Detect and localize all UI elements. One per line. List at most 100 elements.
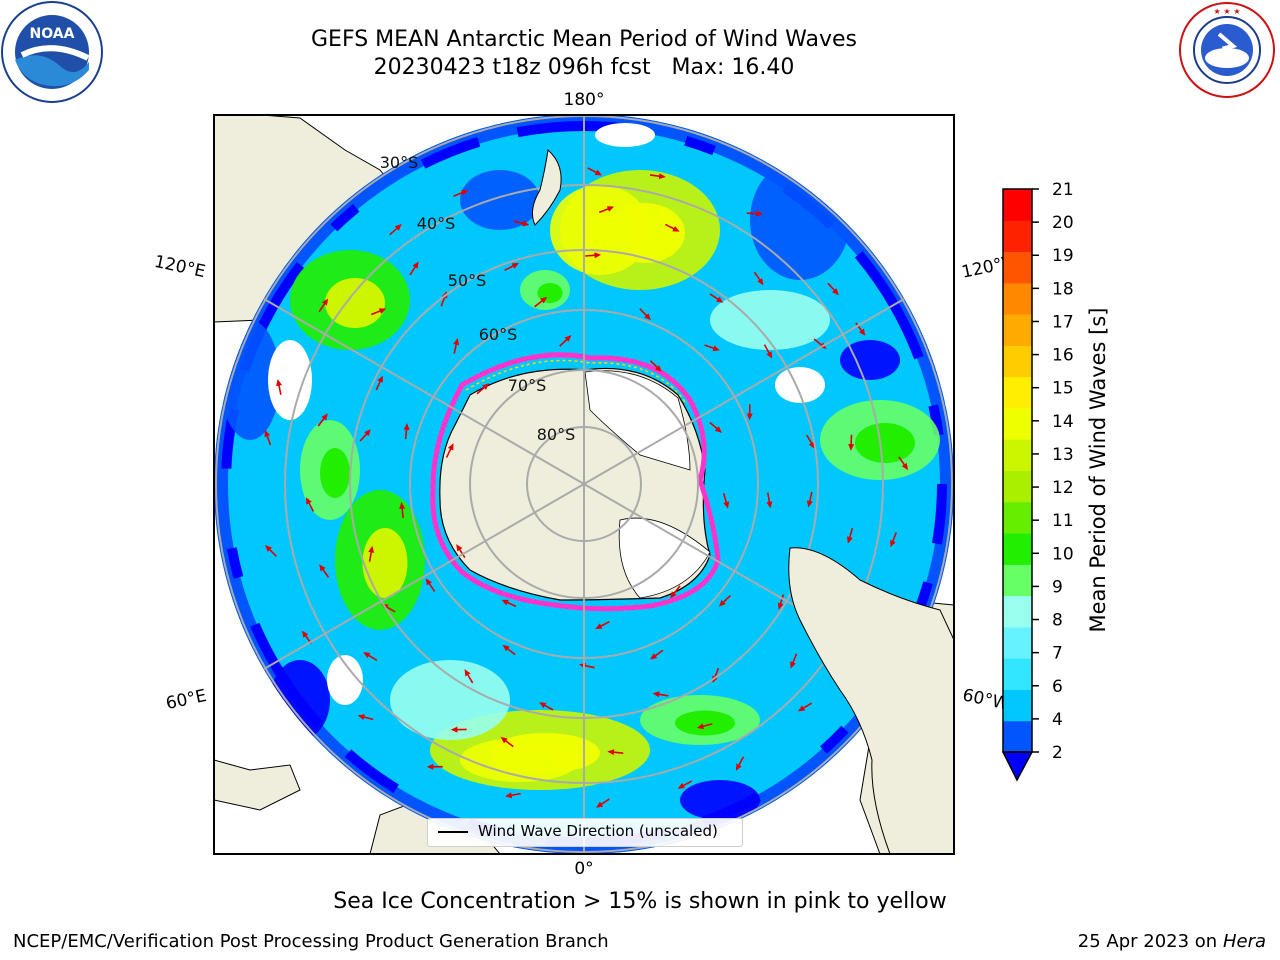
wave-arrow-head	[766, 351, 773, 359]
colorbar-tick-label: 6	[1052, 677, 1063, 697]
colorbar-block	[1003, 595, 1032, 628]
footer-credit: NCEP/EMC/Verification Post Processing Pr…	[13, 931, 609, 952]
colorbar-block	[1003, 439, 1032, 471]
colorbar-block	[1003, 251, 1032, 284]
noaa-logo: NOAA	[1, 1, 103, 103]
sea-ice-note: Sea Ice Concentration > 15% is shown in …	[333, 889, 947, 914]
colorbar-block	[1003, 501, 1032, 534]
colorbar-tick-label: 19	[1052, 246, 1074, 266]
wave-arrow-head	[848, 443, 855, 451]
wave-arrow-head	[606, 206, 615, 212]
wave-arrow-head	[716, 296, 724, 303]
lat-label-80s: 80°S	[537, 425, 576, 444]
wave-arrow-head	[654, 365, 662, 372]
wave-arrow-head	[901, 462, 909, 471]
south-america-land	[788, 547, 954, 854]
wave-arrow-head	[658, 173, 666, 180]
lon-label-180: 180°	[564, 90, 605, 110]
wave-arrow-head	[357, 714, 365, 720]
wave-arrow-head	[652, 691, 660, 698]
colorbar-tick-label: 15	[1052, 379, 1074, 399]
period-patch-core	[495, 752, 555, 774]
colorbar-block	[1003, 220, 1032, 253]
wave-arrow-head	[453, 337, 460, 346]
lat-label-60s: 60°S	[479, 325, 518, 344]
colorbar-tick-label: 10	[1052, 544, 1074, 564]
map-panel	[214, 115, 954, 854]
wave-arrow-head	[790, 661, 796, 669]
map-legend: Wind Wave Direction (unscaled)	[427, 818, 743, 847]
wave-arrow-head	[594, 169, 602, 176]
wave-arrow-head	[450, 726, 458, 733]
period-patch	[840, 340, 900, 380]
colorbar-extend-triangle	[1001, 751, 1034, 782]
colorbar-tick-label: 9	[1052, 577, 1063, 597]
wave-arrow-head	[677, 782, 685, 789]
masked-area	[775, 367, 825, 403]
period-patch-core	[855, 423, 915, 463]
colorbar: 2 4 6 7 8 9 10 11 12 13 14 15 16 17 18 19 20 21 Mean Peri…	[1001, 180, 1110, 782]
noaa-logo-text: NOAA	[30, 26, 75, 42]
period-patch-core	[675, 710, 735, 736]
colorbar-block	[1003, 720, 1032, 753]
wave-arrow-head	[858, 328, 866, 336]
period-patch-core	[320, 448, 350, 498]
new-zealand-land	[531, 149, 562, 226]
wave-arrow-head	[501, 599, 509, 606]
colorbar-block	[1003, 189, 1032, 221]
colorbar-block	[1003, 658, 1032, 690]
wave-arrow-head	[456, 544, 463, 552]
wave-arrow-head	[265, 545, 272, 552]
wave-arrow-head	[595, 623, 603, 630]
colorbar-tick-label: 12	[1052, 478, 1074, 498]
lat-label-30s: 30°S	[380, 153, 419, 172]
ocean-field	[214, 115, 954, 854]
wave-arrow-head	[832, 288, 839, 296]
period-patch-core	[362, 528, 408, 598]
colorbar-ticks: 2 4 6 7 8 9 10 11 12 13 14 15 16 17 18 19 20 21	[1032, 180, 1074, 763]
wave-arrow-head	[425, 578, 432, 586]
wave-arrow-head	[539, 702, 547, 709]
wave-arrow-head	[403, 423, 410, 431]
wave-arrow-head	[511, 263, 519, 269]
colorbar-frame	[1002, 188, 1033, 753]
wave-arrow-head	[846, 536, 853, 544]
lat-label-70s: 70°S	[508, 376, 547, 395]
wave-arrow-head	[766, 501, 773, 509]
nws-logo: ★ ★ ★	[1179, 2, 1275, 98]
colorbar-title: Mean Period of Wind Waves [s]	[1086, 308, 1110, 633]
wave-arrow-head	[364, 429, 371, 437]
wave-arrow-head	[594, 252, 602, 259]
colorbar-block	[1003, 345, 1032, 378]
wave-arrow-head	[377, 375, 383, 383]
sea-ice-edge-inner	[465, 359, 686, 403]
sea-ice-edge	[430, 352, 721, 612]
footer-date-text: 25 Apr 2023 on	[1077, 931, 1223, 952]
colorbar-tick-label: 21	[1052, 180, 1074, 200]
colorbar-block	[1003, 407, 1032, 440]
colorbar-block	[1003, 626, 1032, 659]
wave-arrow-head	[672, 226, 680, 232]
meridian-60e-120w	[263, 298, 905, 670]
wave-arrow-head	[696, 723, 705, 730]
period-patch	[270, 660, 330, 740]
colorbar-block	[1003, 376, 1032, 409]
legend-label: Wind Wave Direction (unscaled)	[478, 822, 718, 840]
wave-arrow-head	[607, 749, 615, 756]
colorbar-block	[1003, 282, 1032, 315]
wave-arrow-head	[797, 705, 806, 712]
wave-arrow-head	[460, 189, 469, 196]
colorbar-block	[1003, 689, 1032, 722]
footer-host: Hera	[1222, 931, 1266, 952]
wave-arrow-head	[712, 345, 720, 351]
wave-arrow-head	[564, 335, 572, 342]
colorbar-tick-label: 8	[1052, 611, 1063, 631]
wave-arrow-head	[735, 763, 742, 771]
lat-label-50s: 50°S	[448, 271, 487, 290]
colorbar-tick-label: 14	[1052, 412, 1074, 432]
wave-arrow-head	[502, 644, 510, 652]
lat-label-40s: 40°S	[417, 214, 456, 233]
wave-arrow-head	[321, 298, 329, 306]
wave-arrow-head	[363, 652, 371, 659]
